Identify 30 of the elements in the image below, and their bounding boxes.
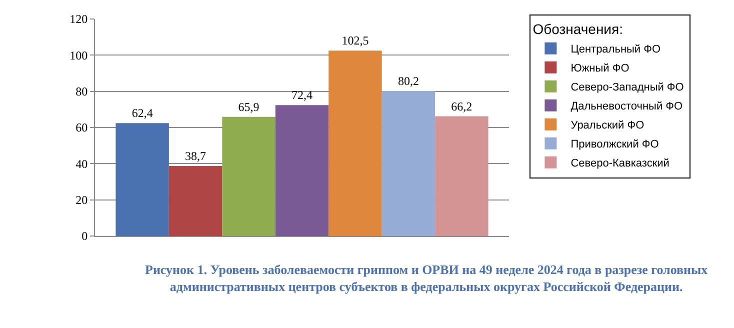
y-tick-label: 60	[76, 120, 88, 135]
y-tick-label: 40	[76, 156, 88, 171]
data-label: 38,7	[185, 149, 206, 164]
y-tick-label: 100	[70, 48, 88, 62]
legend-label: Дальневосточный ФО	[570, 100, 684, 113]
data-label: 62,4	[132, 106, 153, 120]
legend-label: Северо-Кавказский	[570, 158, 670, 170]
legend-title: Обозначения:	[532, 20, 623, 37]
y-tick-label: 20	[76, 193, 88, 208]
bar	[168, 166, 222, 236]
bar	[382, 90, 436, 236]
bar	[435, 116, 488, 236]
legend-label: Южный ФО	[570, 62, 630, 75]
y-tick-label: 80	[76, 84, 88, 99]
data-label: 72,4	[292, 88, 312, 102]
text: Рисунок 1. Уровень заболеваемости гриппом и ОРВИ на 49 неделе 2024 года в разрезе головных административных центров субъектов в федеральных округах Российской Федерации.	[145, 262, 708, 294]
legend-label: Приволжский ФО	[570, 138, 660, 151]
bar	[116, 123, 169, 236]
legend-label: Центральный ФО	[570, 44, 661, 56]
legend-label: Уральский ФО	[570, 120, 645, 132]
data-label: 102,5	[342, 34, 369, 48]
data-label: 65,9	[238, 100, 260, 114]
y-tick-label: 0	[82, 229, 88, 244]
data-label: 80,2	[398, 74, 419, 88]
bar	[328, 50, 382, 236]
data-label: 66,2	[451, 99, 472, 114]
y-tick-label: 120	[70, 12, 88, 26]
bar	[275, 105, 329, 236]
bar	[222, 116, 276, 236]
legend-label: Северо-Западный ФО	[570, 82, 684, 94]
